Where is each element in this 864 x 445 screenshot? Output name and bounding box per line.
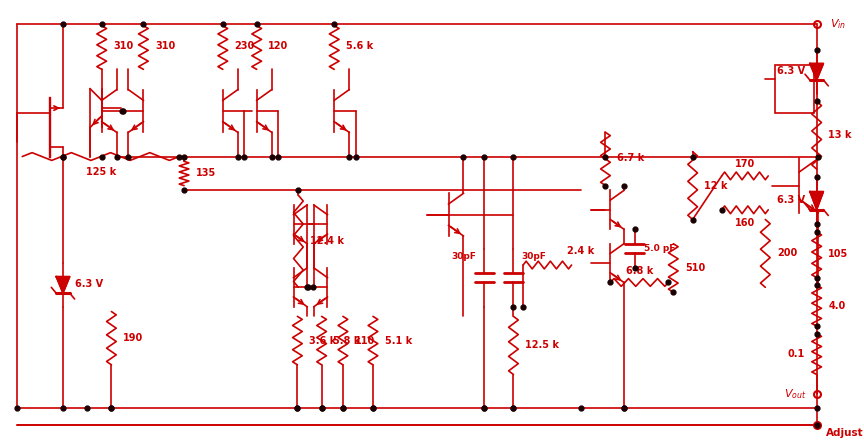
Text: 310: 310: [155, 41, 175, 51]
Text: 5.8 k: 5.8 k: [334, 336, 360, 346]
Text: 2.4 k: 2.4 k: [567, 247, 594, 256]
Text: 12.5 k: 12.5 k: [525, 340, 559, 351]
Text: $V_{out}$: $V_{out}$: [785, 387, 807, 401]
Text: 6.3 V: 6.3 V: [74, 279, 103, 289]
Text: 190: 190: [123, 333, 143, 343]
Polygon shape: [810, 64, 823, 80]
Text: 3.6 k: 3.6 k: [309, 336, 336, 346]
Text: 120: 120: [269, 41, 289, 51]
Text: 160: 160: [735, 218, 755, 228]
Text: 230: 230: [234, 41, 255, 51]
Text: 12.4 k: 12.4 k: [310, 236, 344, 246]
Text: 6.3 V: 6.3 V: [777, 66, 805, 76]
Polygon shape: [56, 277, 70, 293]
Text: 125 k: 125 k: [86, 167, 116, 177]
Text: 0.1: 0.1: [788, 349, 805, 359]
Text: 510: 510: [685, 263, 705, 273]
Bar: [775, 65, 814, 113]
Text: Adjust: Adjust: [826, 428, 864, 437]
Text: $V_{in}$: $V_{in}$: [830, 17, 847, 31]
Text: 5.6 k: 5.6 k: [346, 41, 373, 51]
Text: 13 k: 13 k: [829, 130, 852, 140]
Text: 12 k: 12 k: [704, 181, 727, 190]
Text: 5.0 pF: 5.0 pF: [645, 244, 676, 253]
Text: 5.1 k: 5.1 k: [384, 336, 412, 346]
Text: 6.7 k: 6.7 k: [617, 154, 645, 163]
Text: 200: 200: [777, 248, 797, 259]
Text: 170: 170: [735, 159, 755, 169]
Text: 6.3 V: 6.3 V: [777, 195, 805, 205]
Text: 135: 135: [195, 168, 216, 178]
Text: 105: 105: [829, 249, 848, 259]
Text: 30pF: 30pF: [452, 252, 477, 261]
Polygon shape: [810, 192, 823, 210]
Text: 6.8 k: 6.8 k: [626, 266, 653, 276]
Text: 4.0: 4.0: [829, 301, 846, 311]
Text: 110: 110: [354, 336, 375, 346]
Text: 310: 310: [113, 41, 134, 51]
Text: 30pF: 30pF: [521, 252, 546, 261]
